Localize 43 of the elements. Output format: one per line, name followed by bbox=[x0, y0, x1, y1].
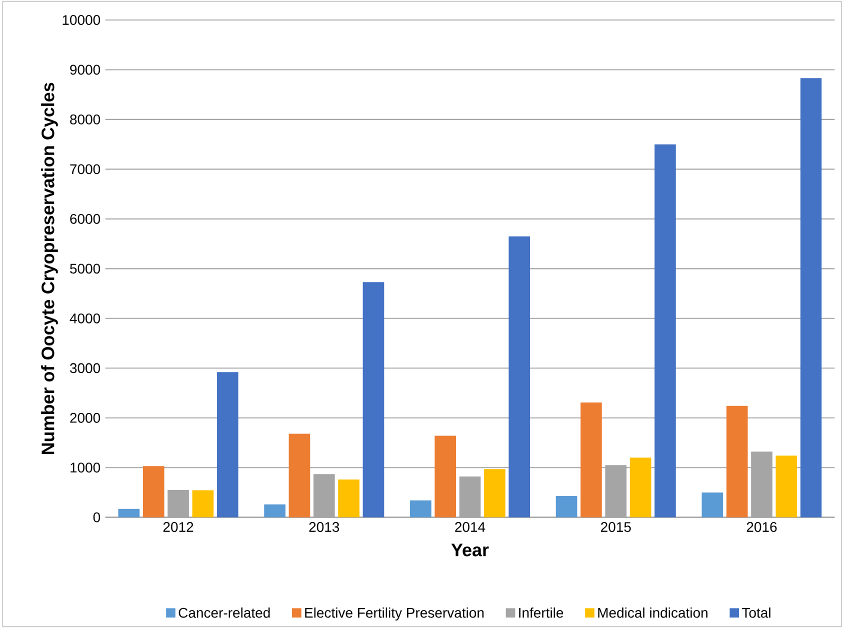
legend-label: Cancer-related bbox=[178, 607, 270, 618]
legend-label: Medical indication bbox=[598, 607, 708, 618]
bar bbox=[556, 496, 578, 518]
bar bbox=[118, 508, 140, 518]
bar bbox=[580, 402, 602, 518]
bar bbox=[192, 490, 214, 518]
legend-label: Infertile bbox=[519, 607, 564, 618]
bar bbox=[362, 282, 384, 518]
y-tick-label: 9000 bbox=[70, 64, 100, 75]
bar bbox=[338, 480, 360, 518]
y-tick-label: 10000 bbox=[62, 15, 100, 25]
bar bbox=[508, 236, 530, 518]
legend-label: Elective Fertility Preservation bbox=[305, 607, 484, 621]
bar bbox=[216, 372, 238, 518]
legend-label: Total bbox=[742, 607, 770, 618]
y-tick-label: 1000 bbox=[70, 462, 100, 473]
bar bbox=[288, 434, 310, 518]
x-tick-label: 2015 bbox=[601, 522, 631, 532]
y-axis-title: Number of Oocyte Cryopreservation Cycles bbox=[41, 82, 58, 454]
x-tick-label: 2012 bbox=[163, 522, 194, 532]
y-tick-label: 5000 bbox=[70, 264, 100, 274]
y-tick-label: 8000 bbox=[70, 114, 100, 124]
bar bbox=[410, 500, 432, 518]
bar bbox=[800, 78, 822, 518]
x-tick-label: 2014 bbox=[455, 522, 486, 532]
bar bbox=[434, 436, 456, 518]
bar bbox=[726, 406, 748, 518]
x-tick-label: 2016 bbox=[746, 522, 777, 532]
y-tick-label: 2000 bbox=[70, 412, 100, 423]
bar bbox=[484, 469, 506, 518]
bar bbox=[776, 456, 798, 518]
bar bbox=[264, 504, 286, 518]
y-tick-label: 4000 bbox=[70, 313, 100, 324]
y-tick-label: 0 bbox=[93, 512, 100, 522]
y-tick-label: 6000 bbox=[70, 214, 100, 224]
bar bbox=[630, 458, 652, 518]
y-tick-label: 7000 bbox=[70, 164, 100, 174]
bar bbox=[142, 466, 164, 518]
x-tick-label: 2013 bbox=[309, 522, 340, 532]
bar bbox=[654, 144, 676, 518]
y-tick-label: 3000 bbox=[70, 363, 100, 374]
bar bbox=[702, 492, 724, 518]
x-axis-title: Year bbox=[451, 544, 489, 556]
